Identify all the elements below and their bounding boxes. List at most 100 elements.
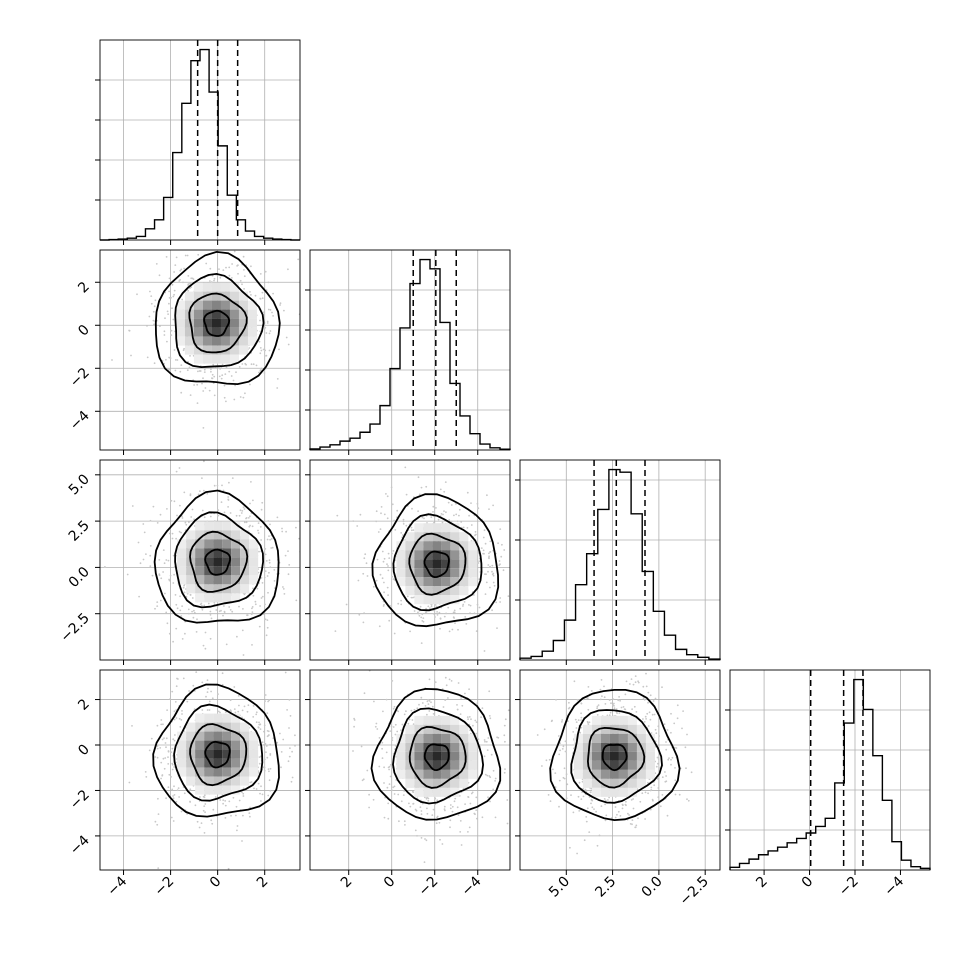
sample-point <box>182 586 185 589</box>
sample-point <box>632 683 635 686</box>
sample-point <box>496 627 498 629</box>
density-cell <box>636 724 646 734</box>
sample-point <box>597 704 600 706</box>
contour-line <box>549 689 681 822</box>
sample-point <box>577 795 580 798</box>
panel-content <box>310 460 524 660</box>
sample-point <box>150 295 153 297</box>
sample-point <box>440 513 443 515</box>
density-cell <box>195 713 205 723</box>
sample-point <box>353 725 355 728</box>
density-cell <box>249 740 259 750</box>
sample-point <box>261 793 264 796</box>
sample-point <box>271 546 274 549</box>
density-cell <box>175 309 185 319</box>
x-tick-label: −4 <box>459 873 485 899</box>
density-cell <box>573 769 583 779</box>
sample-point <box>457 682 460 684</box>
density-cell <box>441 733 451 743</box>
sample-point <box>316 721 318 723</box>
sample-point <box>223 610 226 613</box>
sample-point <box>387 565 389 567</box>
density-cell <box>582 742 592 752</box>
sample-point <box>221 672 224 675</box>
sample-point <box>507 595 510 597</box>
sample-point <box>432 505 435 508</box>
sample-point <box>189 394 192 396</box>
sample-point <box>456 704 458 706</box>
sample-point <box>177 787 180 789</box>
density-cell <box>423 586 433 596</box>
sample-point <box>252 705 255 707</box>
sample-point <box>224 804 227 807</box>
sample-point <box>189 282 192 285</box>
sample-point <box>159 325 161 328</box>
sample-point <box>375 520 378 523</box>
sample-point <box>643 698 646 701</box>
sample-point <box>218 375 221 378</box>
density-cell <box>175 336 185 346</box>
sample-point <box>234 384 237 387</box>
sample-point <box>176 514 178 517</box>
density-cell <box>609 715 619 725</box>
density-cell <box>211 300 221 310</box>
sample-point <box>175 537 178 540</box>
sample-point <box>258 550 260 553</box>
sample-point <box>263 576 266 579</box>
density-cell <box>193 309 203 319</box>
density-cell <box>405 532 415 542</box>
sample-point <box>522 554 524 556</box>
sample-point <box>201 382 203 385</box>
sample-point <box>236 825 239 827</box>
sample-point <box>394 733 397 736</box>
sample-point <box>255 364 258 367</box>
sample-point <box>172 295 175 298</box>
sample-point <box>392 578 395 580</box>
sample-point <box>477 562 480 564</box>
sample-point <box>217 514 220 517</box>
sample-point <box>243 521 246 524</box>
density-cell <box>582 769 592 779</box>
sample-point <box>468 604 470 606</box>
sample-point <box>269 309 272 311</box>
sample-point <box>264 553 267 556</box>
sample-point <box>572 811 575 814</box>
sample-point <box>211 373 214 376</box>
sample-point <box>253 787 255 790</box>
sample-point <box>166 709 169 711</box>
sample-point <box>428 700 431 702</box>
density-cell <box>414 568 424 578</box>
sample-point <box>171 762 174 765</box>
sample-point <box>404 824 406 826</box>
panel-frame <box>99 459 301 661</box>
sample-point <box>284 671 287 674</box>
panel-frame <box>309 459 511 661</box>
density-cell <box>195 530 205 540</box>
sample-point <box>506 799 509 801</box>
sample-point <box>585 790 588 793</box>
sample-point <box>431 705 434 708</box>
density-cell <box>240 731 250 741</box>
sample-point <box>441 521 444 524</box>
sample-point <box>230 814 232 817</box>
sample-point <box>257 522 260 524</box>
sample-point <box>163 737 165 739</box>
sample-point <box>383 766 385 769</box>
sample-point <box>295 526 297 529</box>
sample-point <box>474 531 477 533</box>
density-cell <box>195 731 205 741</box>
sample-point <box>227 496 230 498</box>
density-cell <box>618 715 628 725</box>
sample-point <box>414 829 417 832</box>
sample-point <box>204 811 207 814</box>
sample-point <box>221 484 223 487</box>
sample-point <box>231 263 234 265</box>
sample-point <box>210 617 213 620</box>
panel-frame <box>99 39 301 241</box>
sample-point <box>674 793 677 796</box>
sample-point <box>165 746 167 749</box>
sample-point <box>260 800 262 802</box>
sample-point <box>185 214 187 216</box>
sample-point <box>412 529 415 531</box>
sample-point <box>392 550 395 552</box>
